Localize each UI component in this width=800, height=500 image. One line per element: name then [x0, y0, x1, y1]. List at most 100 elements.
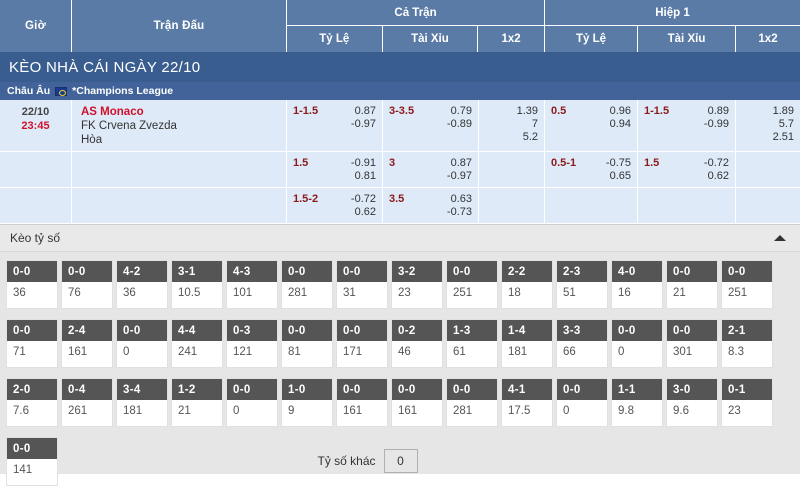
score-card[interactable]: 0-0 281 [446, 378, 498, 427]
score-card[interactable]: 0-0 161 [391, 378, 443, 427]
score-card-label: 0-0 [62, 261, 112, 282]
score-card[interactable]: 0-0 71 [6, 319, 58, 368]
score-card-odd: 0 [233, 405, 240, 417]
handicap-odd-away: -0.97 [350, 118, 376, 130]
score-card[interactable]: 2-4 161 [61, 319, 113, 368]
score-card-label: 0-0 [667, 261, 717, 282]
score-card[interactable]: 0-0 0 [116, 319, 168, 368]
score-card[interactable]: 0-0 251 [721, 260, 773, 309]
score-card-odd: 66 [563, 346, 576, 358]
cell-handicap-h1[interactable]: 0.5 0.96 0.94 [545, 100, 638, 151]
cell-1x2-h1 [736, 188, 800, 223]
cell-overunder-full[interactable]: 3 0.87 -0.97 [383, 152, 479, 187]
score-card[interactable]: 4-0 16 [611, 260, 663, 309]
score-card[interactable]: 3-0 9.6 [666, 378, 718, 427]
score-card[interactable]: 0-0 251 [446, 260, 498, 309]
score-card[interactable]: 1-0 9 [281, 378, 333, 427]
score-card[interactable]: 0-0 171 [336, 319, 388, 368]
score-card-label: 1-3 [447, 320, 497, 341]
score-card-odd: 101 [233, 287, 253, 299]
score-card[interactable]: 0-0 0 [556, 378, 608, 427]
column-header-time: Giờ [0, 0, 72, 52]
score-card[interactable]: 2-3 51 [556, 260, 608, 309]
score-card[interactable]: 4-2 36 [116, 260, 168, 309]
score-card[interactable]: 4-3 101 [226, 260, 278, 309]
score-card-label: 3-4 [117, 379, 167, 400]
score-card-label: 2-0 [7, 379, 57, 400]
score-card[interactable]: 0-0 281 [281, 260, 333, 309]
column-group-full-match-label: Cả Trận [287, 0, 544, 26]
score-section-header[interactable]: Kèo tỷ số [0, 224, 800, 252]
score-card[interactable]: 0-0 0 [611, 319, 663, 368]
cell-handicap-h1[interactable]: 0.5-1 -0.75 0.65 [545, 152, 638, 187]
cell-overunder-h1[interactable]: 1-1.5 0.89 -0.99 [638, 100, 736, 151]
score-card[interactable]: 0-0 141 [6, 437, 58, 486]
score-card[interactable]: 3-3 66 [556, 319, 608, 368]
score-card[interactable]: 0-0 21 [666, 260, 718, 309]
score-card-odd: 251 [453, 287, 473, 299]
score-card[interactable]: 4-4 241 [171, 319, 223, 368]
score-card[interactable]: 0-1 23 [721, 378, 773, 427]
cell-handicap-full[interactable]: 1-1.5 0.87 -0.97 [287, 100, 383, 151]
score-card[interactable]: 0-0 301 [666, 319, 718, 368]
score-card[interactable]: 3-2 23 [391, 260, 443, 309]
league-name-label: *Champions League [72, 85, 174, 97]
score-card[interactable]: 1-2 21 [171, 378, 223, 427]
score-card[interactable]: 0-2 46 [391, 319, 443, 368]
cell-teams [72, 188, 287, 223]
score-card[interactable]: 2-1 8.3 [721, 319, 773, 368]
score-card-label: 0-0 [612, 320, 662, 341]
handicap-odd-home: -0.72 [350, 193, 376, 205]
cell-time [0, 188, 72, 223]
cell-overunder-full[interactable]: 3-3.5 0.79 -0.89 [383, 100, 479, 151]
handicap-line-h1: 0.5-1 [551, 157, 577, 169]
score-card-label: 4-0 [612, 261, 662, 282]
score-card[interactable]: 0-0 76 [61, 260, 113, 309]
score-card-label: 1-2 [172, 379, 222, 400]
score-card[interactable]: 4-1 17.5 [501, 378, 553, 427]
score-card-label: 0-0 [447, 261, 497, 282]
score-card-label: 0-0 [557, 379, 607, 400]
score-card-label: 2-4 [62, 320, 112, 341]
score-card-label: 0-3 [227, 320, 277, 341]
score-card-odd: 171 [343, 346, 363, 358]
score-card[interactable]: 2-0 7.6 [6, 378, 58, 427]
cell-1x2-full [479, 188, 545, 223]
score-card-odd: 18 [508, 287, 521, 299]
handicap-odd-home: 0.87 [354, 105, 376, 117]
table-row: 22/10 23:45 AS Monaco FK Crvena Zvezda H… [0, 100, 800, 152]
score-card[interactable]: 2-2 18 [501, 260, 553, 309]
score-card[interactable]: 1-4 181 [501, 319, 553, 368]
score-card-label: 2-3 [557, 261, 607, 282]
score-card[interactable]: 0-0 0 [226, 378, 278, 427]
overunder-odd-over: 0.63 [450, 193, 472, 205]
cell-overunder-h1[interactable]: 1.5 -0.72 0.62 [638, 152, 736, 187]
cell-overunder-full[interactable]: 3.5 0.63 -0.73 [383, 188, 479, 223]
score-card-odd: 21 [178, 405, 191, 417]
cell-time [0, 152, 72, 187]
other-score-value[interactable]: 0 [383, 449, 418, 473]
score-card[interactable]: 0-0 36 [6, 260, 58, 309]
score-card[interactable]: 0-0 31 [336, 260, 388, 309]
score-card-odd: 46 [398, 346, 411, 358]
score-card[interactable]: 0-0 161 [336, 378, 388, 427]
score-card[interactable]: 0-4 261 [61, 378, 113, 427]
cell-handicap-full[interactable]: 1.5 -0.91 0.81 [287, 152, 383, 187]
score-card-odd: 261 [68, 405, 88, 417]
score-card[interactable]: 0-3 121 [226, 319, 278, 368]
score-card[interactable]: 3-1 10.5 [171, 260, 223, 309]
score-card[interactable]: 1-3 61 [446, 319, 498, 368]
league-bar[interactable]: Châu Âu *Champions League [0, 82, 800, 100]
cell-1x2-full[interactable]: 1.39 7 5.2 [479, 100, 545, 151]
overunder-odd-over: 0.87 [450, 157, 472, 169]
score-card[interactable]: 3-4 181 [116, 378, 168, 427]
caret-up-icon[interactable] [774, 235, 786, 241]
score-card[interactable]: 1-1 9.8 [611, 378, 663, 427]
match-date: 22/10 [21, 106, 50, 118]
score-card-label: 0-0 [447, 379, 497, 400]
score-card[interactable]: 0-0 81 [281, 319, 333, 368]
score-card-label: 0-0 [7, 438, 57, 459]
cell-handicap-full[interactable]: 1.5-2 -0.72 0.62 [287, 188, 383, 223]
cell-1x2-h1[interactable]: 1.89 5.7 2.51 [736, 100, 800, 151]
